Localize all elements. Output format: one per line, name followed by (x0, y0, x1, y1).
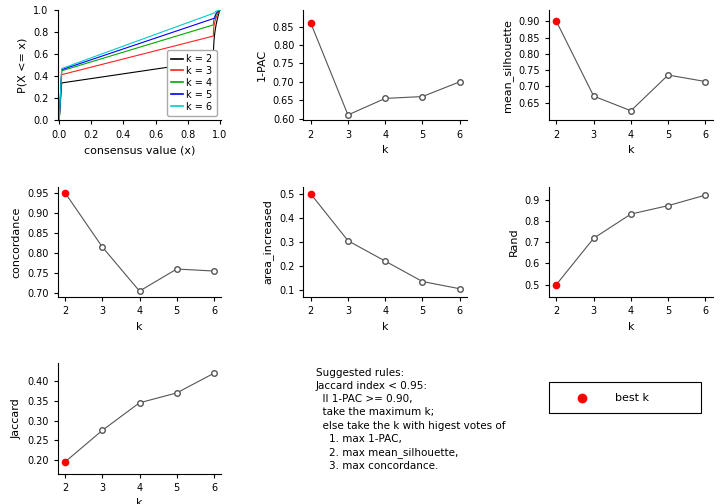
k = 2 (211, 27, 220, 33)
Bar (549, 382, 701, 413)
k = 2 (133, 69, 142, 75)
k = 5 (133, 41, 142, 47)
k = 4 (181, 30, 190, 36)
Line: k = 3: k = 3 (59, 10, 220, 120)
k = 3 (181, 40, 190, 46)
Y-axis label: 1-PAC: 1-PAC (257, 49, 267, 81)
k = 5 (211, 13, 220, 19)
Y-axis label: concordance: concordance (12, 206, 22, 278)
k = 6 (211, 9, 220, 15)
X-axis label: k: k (136, 498, 143, 504)
Text: best k: best k (615, 393, 649, 403)
Y-axis label: P(X <= x): P(X <= x) (18, 38, 27, 93)
k = 4 (55, 117, 63, 123)
k = 6 (211, 9, 220, 15)
k = 2 (129, 70, 138, 76)
Line: k = 5: k = 5 (59, 10, 220, 120)
Line: k = 4: k = 4 (59, 10, 220, 120)
k = 3 (63, 70, 72, 76)
Y-axis label: Jaccard: Jaccard (12, 398, 22, 439)
k = 4 (211, 13, 220, 19)
k = 3 (133, 52, 142, 58)
k = 3 (129, 53, 138, 59)
Y-axis label: area_increased: area_increased (262, 200, 274, 284)
X-axis label: k: k (628, 322, 634, 332)
k = 3 (211, 18, 220, 24)
k = 6 (63, 64, 72, 70)
k = 4 (129, 46, 138, 52)
k = 6 (181, 20, 190, 26)
k = 4 (63, 66, 72, 72)
k = 5 (215, 7, 224, 13)
k = 6 (129, 39, 138, 45)
k = 2 (211, 28, 220, 34)
X-axis label: k: k (382, 145, 389, 155)
k = 3 (211, 18, 220, 24)
k = 4 (211, 13, 220, 19)
k = 6 (215, 7, 224, 13)
Legend: k = 2, k = 3, k = 4, k = 5, k = 6: k = 2, k = 3, k = 4, k = 5, k = 6 (167, 50, 217, 115)
k = 4 (215, 7, 224, 13)
k = 5 (181, 25, 190, 31)
k = 2 (55, 117, 63, 123)
k = 2 (181, 61, 190, 68)
k = 5 (63, 65, 72, 71)
Y-axis label: Rand: Rand (509, 228, 519, 256)
X-axis label: consensus value (x): consensus value (x) (84, 145, 195, 155)
k = 3 (55, 117, 63, 123)
k = 5 (55, 117, 63, 123)
Y-axis label: mean_silhouette: mean_silhouette (502, 19, 513, 112)
Line: k = 2: k = 2 (59, 10, 220, 120)
k = 6 (133, 38, 142, 44)
k = 6 (55, 117, 63, 123)
Text: Suggested rules:
Jaccard index < 0.95:
  ll 1-PAC >= 0.90,
  take the maximum k;: Suggested rules: Jaccard index < 0.95: l… (315, 368, 505, 471)
k = 2 (63, 79, 72, 85)
k = 5 (211, 14, 220, 20)
k = 2 (215, 7, 224, 13)
X-axis label: k: k (136, 322, 143, 332)
X-axis label: k: k (382, 322, 389, 332)
k = 3 (215, 7, 224, 13)
k = 4 (133, 45, 142, 51)
X-axis label: k: k (628, 145, 634, 155)
k = 5 (129, 43, 138, 49)
Line: k = 6: k = 6 (59, 10, 220, 120)
